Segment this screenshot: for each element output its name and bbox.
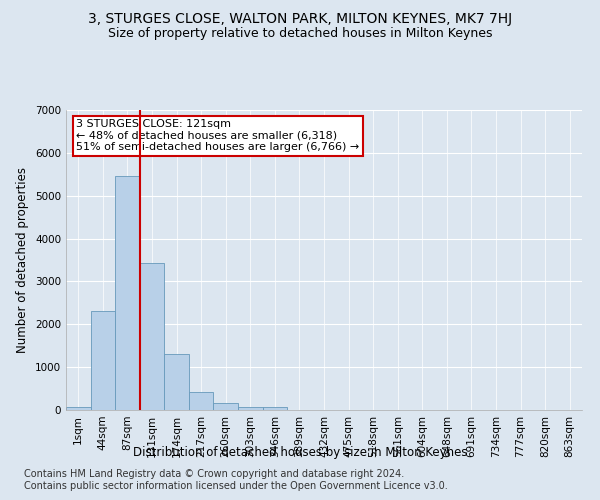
Bar — [66, 406, 91, 410]
Y-axis label: Number of detached properties: Number of detached properties — [16, 167, 29, 353]
Text: Contains HM Land Registry data © Crown copyright and database right 2024.: Contains HM Land Registry data © Crown c… — [24, 469, 404, 479]
Text: Size of property relative to detached houses in Milton Keynes: Size of property relative to detached ho… — [108, 28, 492, 40]
Text: 3 STURGES CLOSE: 121sqm
← 48% of detached houses are smaller (6,318)
51% of semi: 3 STURGES CLOSE: 121sqm ← 48% of detache… — [76, 119, 359, 152]
Text: Distribution of detached houses by size in Milton Keynes: Distribution of detached houses by size … — [133, 446, 467, 459]
Bar — [263, 408, 287, 410]
Bar — [115, 176, 140, 410]
Bar — [238, 406, 263, 410]
Bar — [164, 354, 189, 410]
Text: Contains public sector information licensed under the Open Government Licence v3: Contains public sector information licen… — [24, 481, 448, 491]
Text: 3, STURGES CLOSE, WALTON PARK, MILTON KEYNES, MK7 7HJ: 3, STURGES CLOSE, WALTON PARK, MILTON KE… — [88, 12, 512, 26]
Bar — [91, 312, 115, 410]
Bar — [189, 392, 214, 410]
Bar — [214, 403, 238, 410]
Bar — [140, 263, 164, 410]
